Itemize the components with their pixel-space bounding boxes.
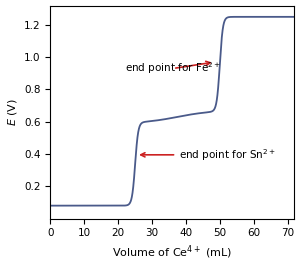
X-axis label: Volume of Ce$^{4+}$ (mL): Volume of Ce$^{4+}$ (mL)	[112, 244, 232, 261]
Y-axis label: $E$ (V): $E$ (V)	[6, 98, 19, 126]
Text: end point for Sn$^{2+}$: end point for Sn$^{2+}$	[141, 147, 276, 163]
Text: end point for Fe$^{2+}$: end point for Fe$^{2+}$	[125, 61, 221, 76]
